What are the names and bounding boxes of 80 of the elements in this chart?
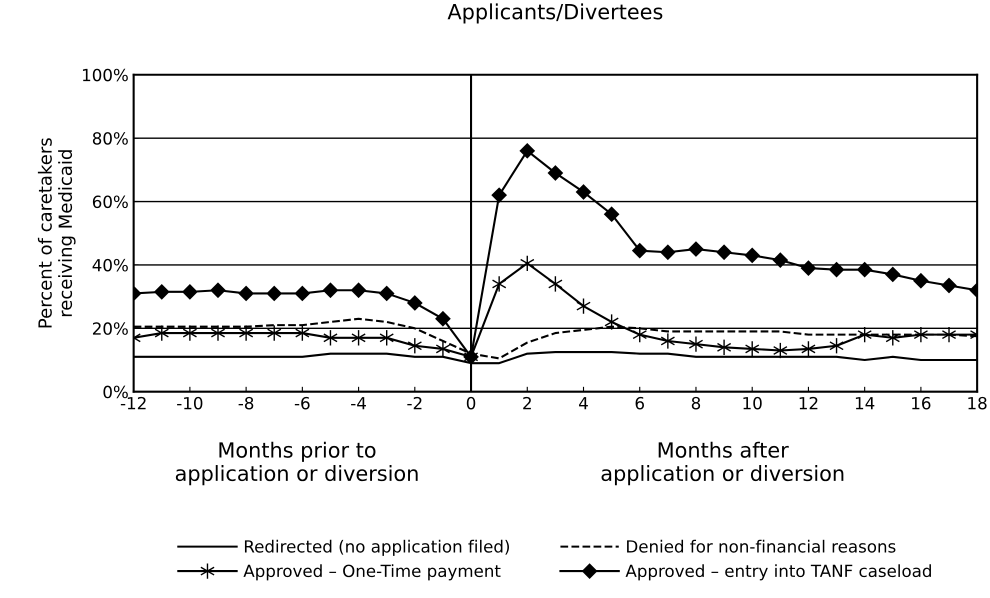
legend-label: Redirected (no application filed) [244, 540, 509, 556]
x-tick-label: 14 [856, 397, 874, 410]
x-tick-label: -10 [177, 396, 202, 410]
point [604, 206, 620, 222]
y-tick-label: 0% [103, 386, 128, 398]
point [295, 324, 310, 342]
x-tick-label: -4 [351, 397, 366, 410]
point [632, 326, 648, 343]
point [520, 143, 535, 158]
point [576, 184, 592, 200]
point [294, 286, 310, 302]
point [716, 244, 732, 260]
point [857, 262, 872, 278]
point [435, 311, 450, 326]
point [913, 273, 928, 288]
point [773, 342, 788, 359]
x-tick-label: -12 [120, 396, 146, 410]
point [351, 329, 366, 346]
point [238, 324, 254, 342]
point [716, 338, 732, 356]
x-tick-label: -6 [294, 396, 310, 410]
y-tick-label: 40% [92, 258, 128, 272]
point [744, 248, 760, 263]
point [408, 337, 422, 354]
legend-label: Denied for non-financial reasons [627, 540, 896, 553]
point [744, 340, 760, 358]
point [801, 340, 816, 358]
point [548, 165, 563, 181]
point [828, 262, 844, 278]
x-tick-label: 4 [579, 397, 588, 410]
x-tick-label: 10 [743, 396, 762, 410]
x-tick-label: -8 [238, 396, 254, 410]
y-tick-label: 80% [92, 132, 128, 145]
point [632, 243, 648, 258]
point [885, 329, 900, 346]
point [857, 326, 872, 343]
text: Months prior to application or diversion [176, 442, 418, 486]
point [322, 282, 338, 298]
y-tick-label: 100% [82, 68, 128, 82]
point [266, 286, 282, 302]
point [660, 332, 676, 350]
point [660, 244, 676, 260]
chart-title: Applicants/Divertees [448, 3, 662, 24]
x-tick-label: -2 [407, 396, 422, 410]
point [154, 324, 170, 342]
point [351, 282, 366, 298]
point [772, 252, 788, 268]
point [492, 276, 506, 292]
point [885, 266, 900, 282]
point [210, 282, 226, 298]
point [266, 324, 282, 342]
point [941, 278, 957, 294]
point [379, 286, 394, 302]
point [182, 284, 198, 300]
legend-label: Approved – One-Time payment [243, 564, 501, 580]
point [407, 295, 422, 311]
x-tick-label: 8 [692, 396, 700, 410]
point [688, 241, 704, 257]
x-tick-label: 0 [466, 396, 476, 410]
point [492, 188, 507, 203]
point [800, 260, 816, 276]
point [182, 324, 198, 342]
text: Months after application or diversion [602, 442, 844, 486]
point [238, 286, 254, 302]
point [520, 254, 535, 272]
x-tick-label: 18 [968, 396, 987, 410]
x-tick-label: 12 [800, 396, 818, 410]
x-tick-label: 6 [636, 396, 644, 410]
y-axis-title: Percent of caretakers receiving Medicaid [38, 138, 76, 328]
point [604, 314, 619, 330]
x-tick-label: 2 [523, 396, 531, 410]
y-tick-label: 20% [92, 322, 128, 335]
x-tick-label: 16 [912, 396, 930, 410]
point [548, 276, 563, 292]
legend-label: Approved – entry into TANF caseload [626, 564, 931, 580]
point [436, 340, 450, 358]
y-tick-label: 60% [92, 195, 128, 208]
point [154, 284, 170, 300]
point [914, 326, 928, 343]
point [379, 329, 394, 346]
